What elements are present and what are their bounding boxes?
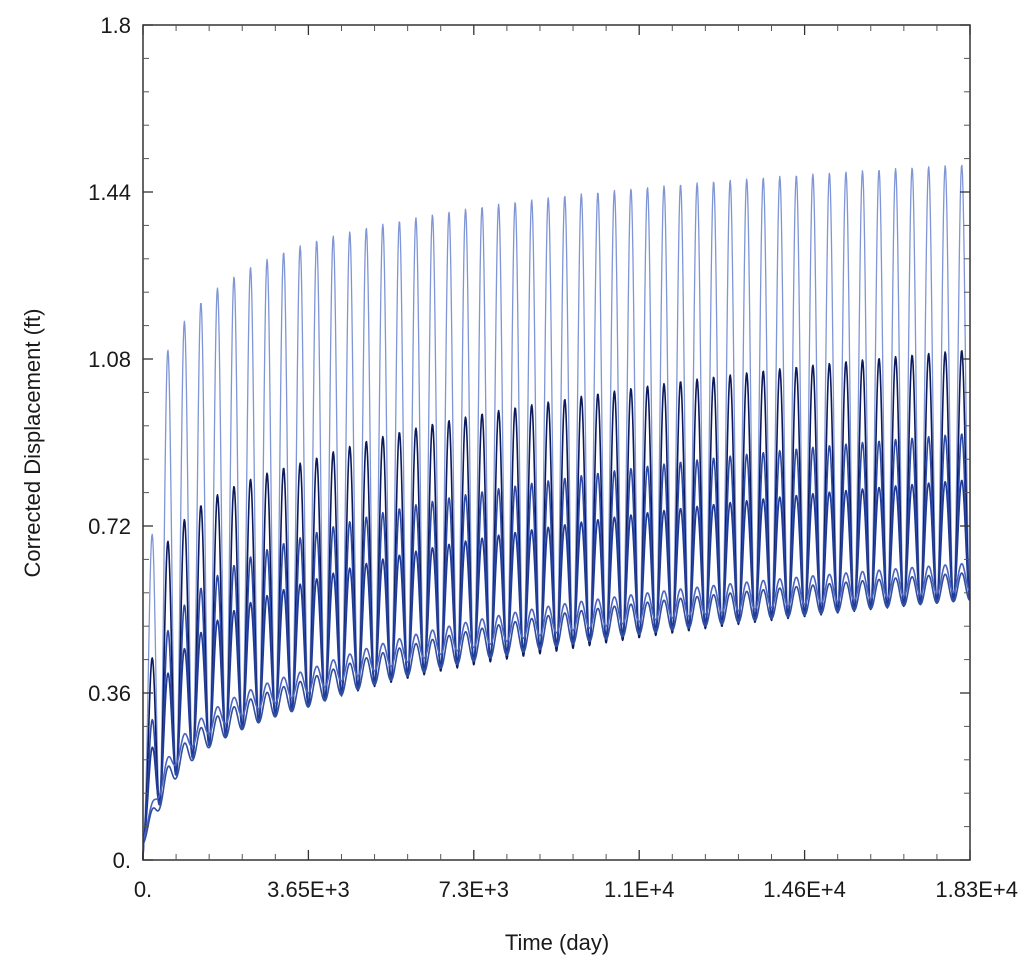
x-tick-label: 1.83E+4 [935, 877, 1018, 902]
series-line-4 [142, 479, 971, 861]
y-tick-label: 1.44 [88, 180, 131, 205]
y-tick-label: 0.72 [88, 514, 131, 539]
series-line-1 [142, 164, 971, 861]
x-tick-label: 1.1E+4 [604, 877, 674, 902]
y-tick-label: 1.8 [100, 13, 131, 38]
series-layer [142, 164, 971, 861]
x-axis-label: Time (day) [505, 930, 609, 955]
series-line-2 [142, 350, 971, 861]
x-tick-label: 3.65E+3 [267, 877, 350, 902]
y-tick-label: 0.36 [88, 681, 131, 706]
y-tick-label: 1.08 [88, 347, 131, 372]
tick-label-layer: 0. 0.36 0.72 1.08 1.44 1.8 0. 3.65E+3 7.3E+3 1.1E… [88, 13, 1018, 902]
x-tick-label: 7.3E+3 [439, 877, 509, 902]
x-tick-label: 1.46E+4 [763, 877, 846, 902]
series-line-6 [142, 572, 971, 861]
tick-layer [142, 24, 971, 861]
y-tick-label: 0. [113, 848, 131, 873]
y-axis-label: Corrected Displacement (ft) [20, 309, 45, 578]
plot-frame [142, 24, 971, 861]
x-tick-label: 0. [134, 877, 152, 902]
series-line-5 [142, 562, 971, 861]
